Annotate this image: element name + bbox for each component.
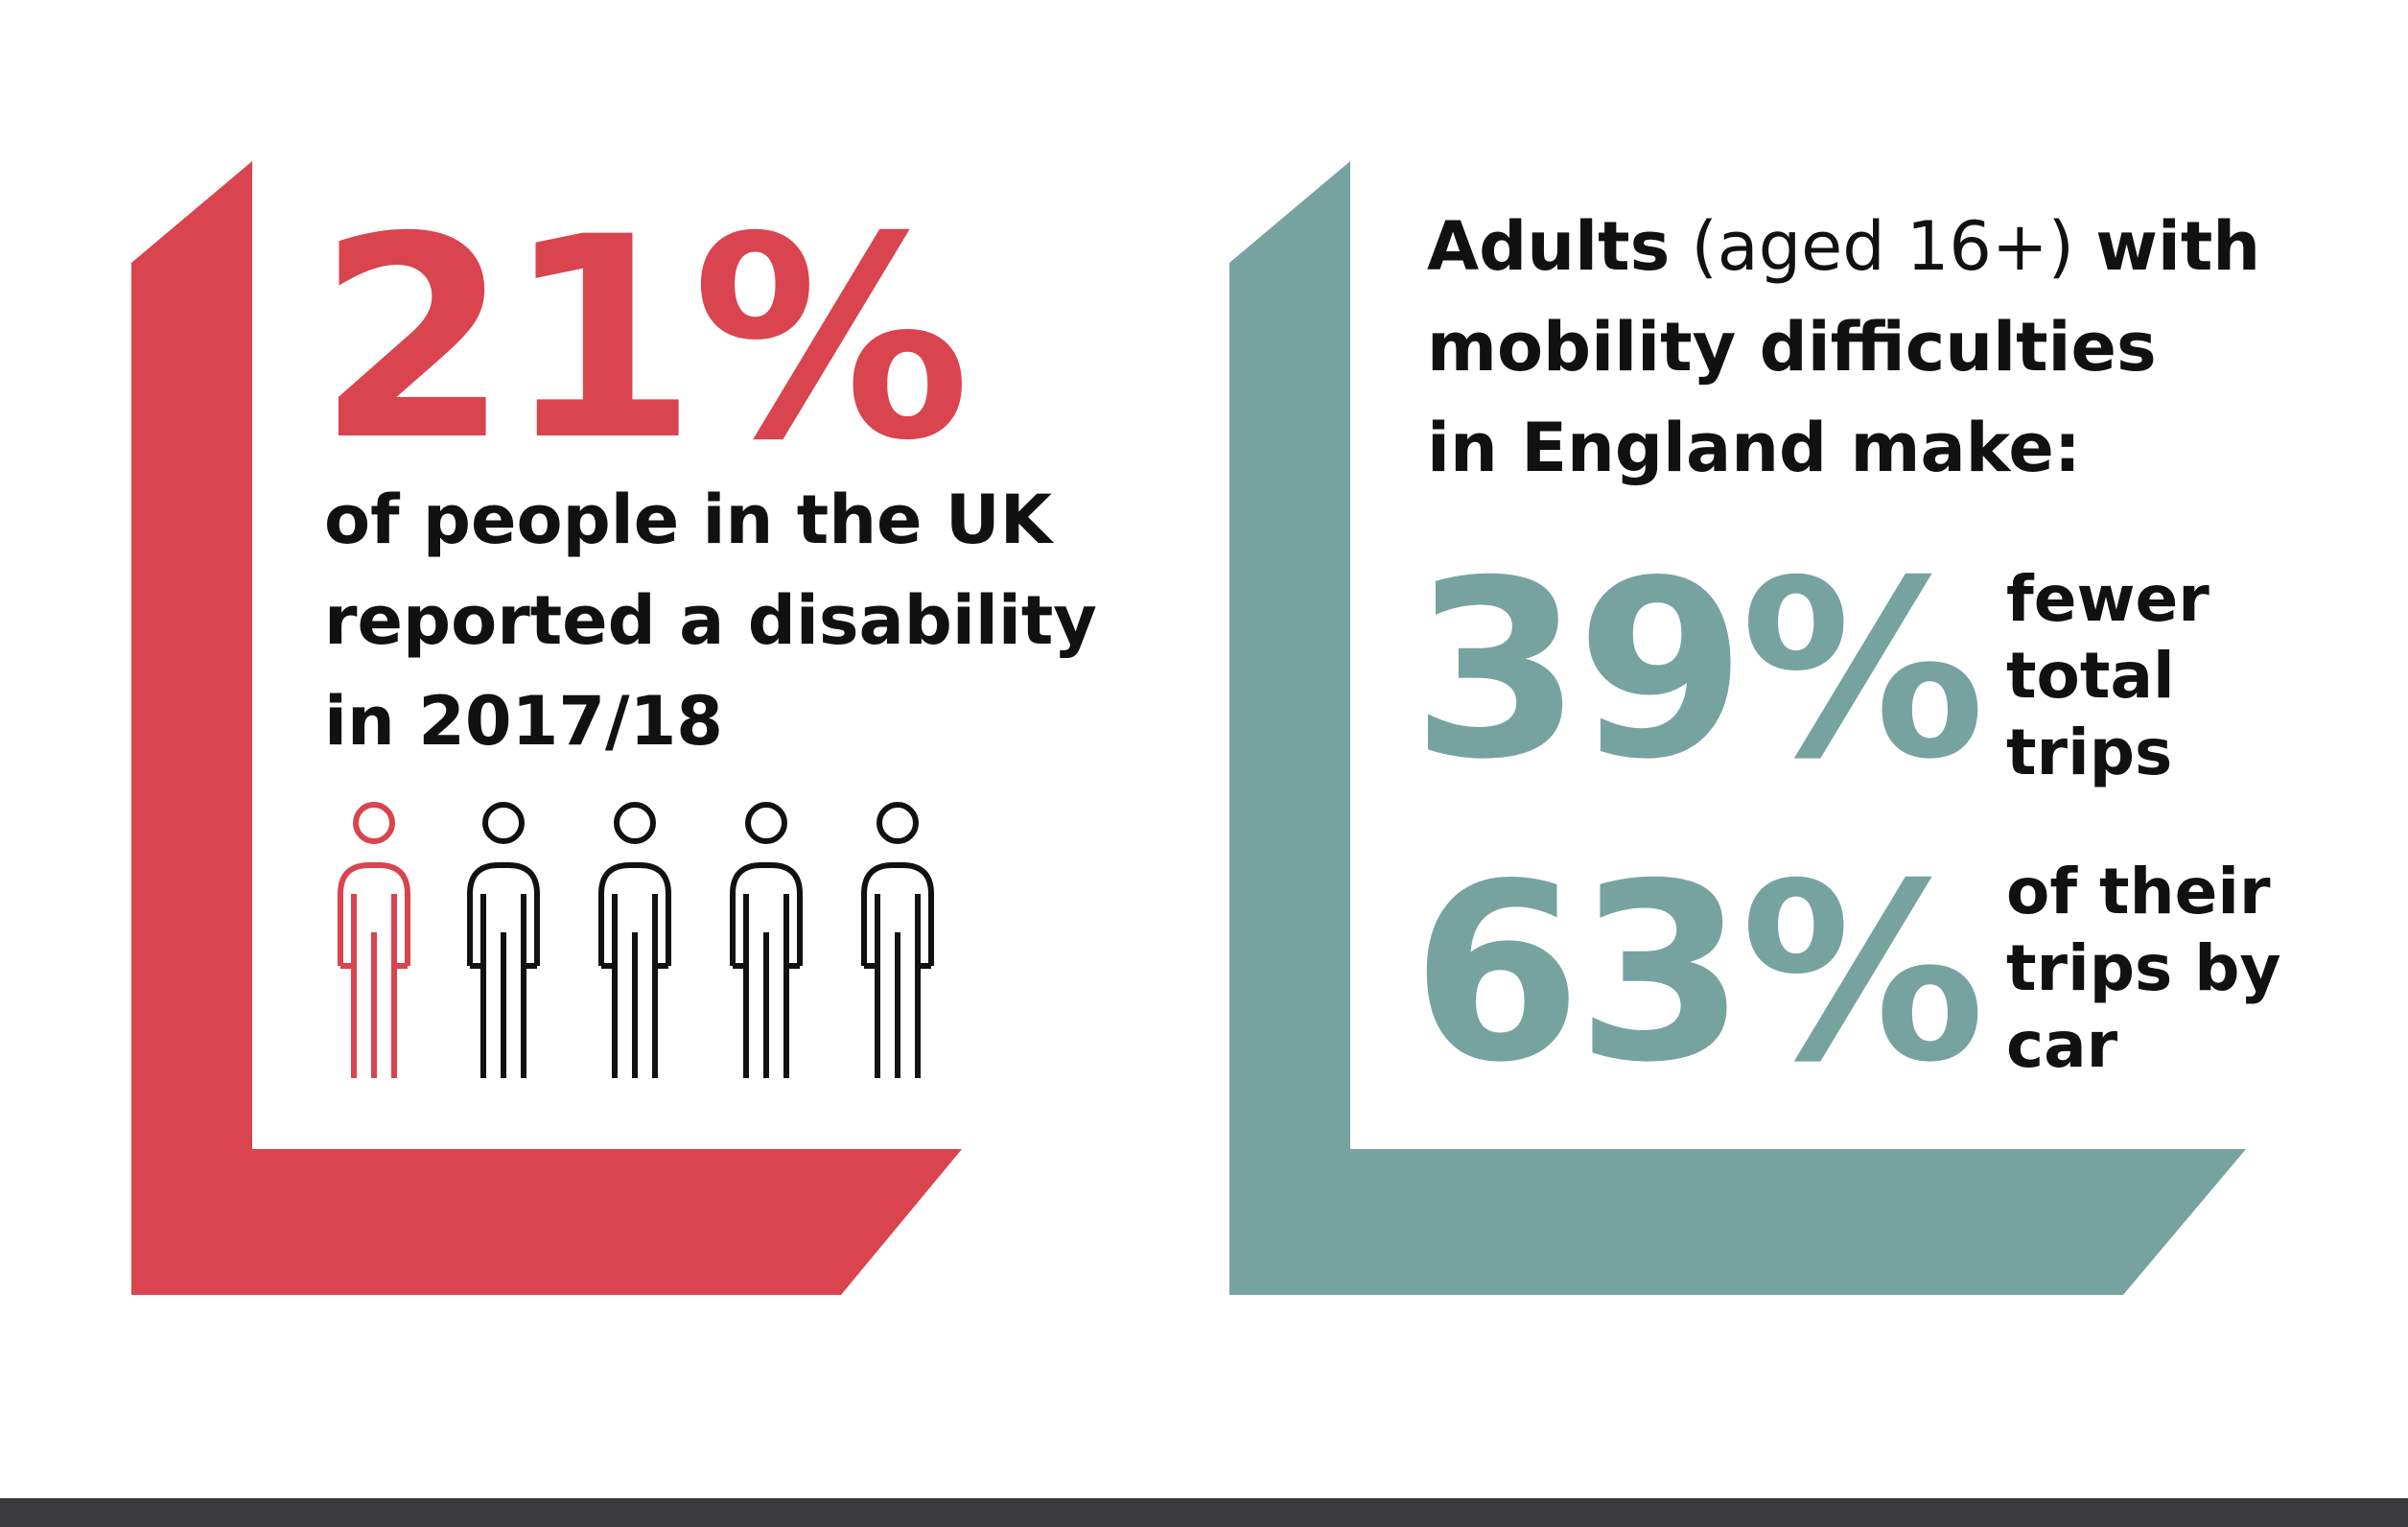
people-pictogram bbox=[321, 798, 964, 1086]
stat-63-line-3: car bbox=[2006, 1008, 2118, 1082]
stat-39-line-2: total bbox=[2006, 639, 2175, 713]
left-l-bracket bbox=[131, 161, 962, 1295]
window-bottom-bar bbox=[0, 1498, 2408, 1527]
person-icon bbox=[470, 805, 537, 1078]
heading-aged: (aged 16+) bbox=[1670, 207, 2096, 286]
stat-39-description: fewer total trips bbox=[2006, 561, 2209, 791]
right-heading-line-1: Adults (aged 16+) with bbox=[1427, 197, 2260, 297]
left-description: of people in the UK reported a disabilit… bbox=[324, 470, 1097, 772]
right-heading: Adults (aged 16+) with mobility difficul… bbox=[1427, 197, 2260, 499]
heading-with: with bbox=[2095, 207, 2261, 286]
right-heading-line-3: in England make: bbox=[1427, 409, 2081, 487]
stat-63-line-2: trips by bbox=[2006, 931, 2281, 1005]
left-description-line-2: reported a disability bbox=[324, 581, 1097, 660]
person-icon-highlighted bbox=[340, 805, 408, 1078]
left-description-line-3: in 2017/18 bbox=[324, 682, 724, 761]
person-icon bbox=[733, 805, 800, 1078]
stat-63-line-1: of their bbox=[2006, 855, 2271, 928]
heading-adults: Adults bbox=[1427, 207, 1671, 286]
left-description-line-1: of people in the UK bbox=[324, 481, 1052, 559]
stat-21-percent: 21% bbox=[316, 178, 970, 502]
stat-63-description: of their trips by car bbox=[2006, 854, 2281, 1084]
stat-39-line-3: trips bbox=[2006, 716, 2173, 789]
right-heading-line-2: mobility difficulties bbox=[1427, 308, 2157, 387]
stat-39-line-1: fewer bbox=[2006, 562, 2209, 636]
person-icon bbox=[864, 805, 931, 1078]
stat-39-percent: 39% bbox=[1412, 529, 1985, 813]
person-icon bbox=[601, 805, 668, 1078]
stat-63-percent: 63% bbox=[1412, 832, 1985, 1116]
right-l-bracket bbox=[1229, 161, 2246, 1295]
